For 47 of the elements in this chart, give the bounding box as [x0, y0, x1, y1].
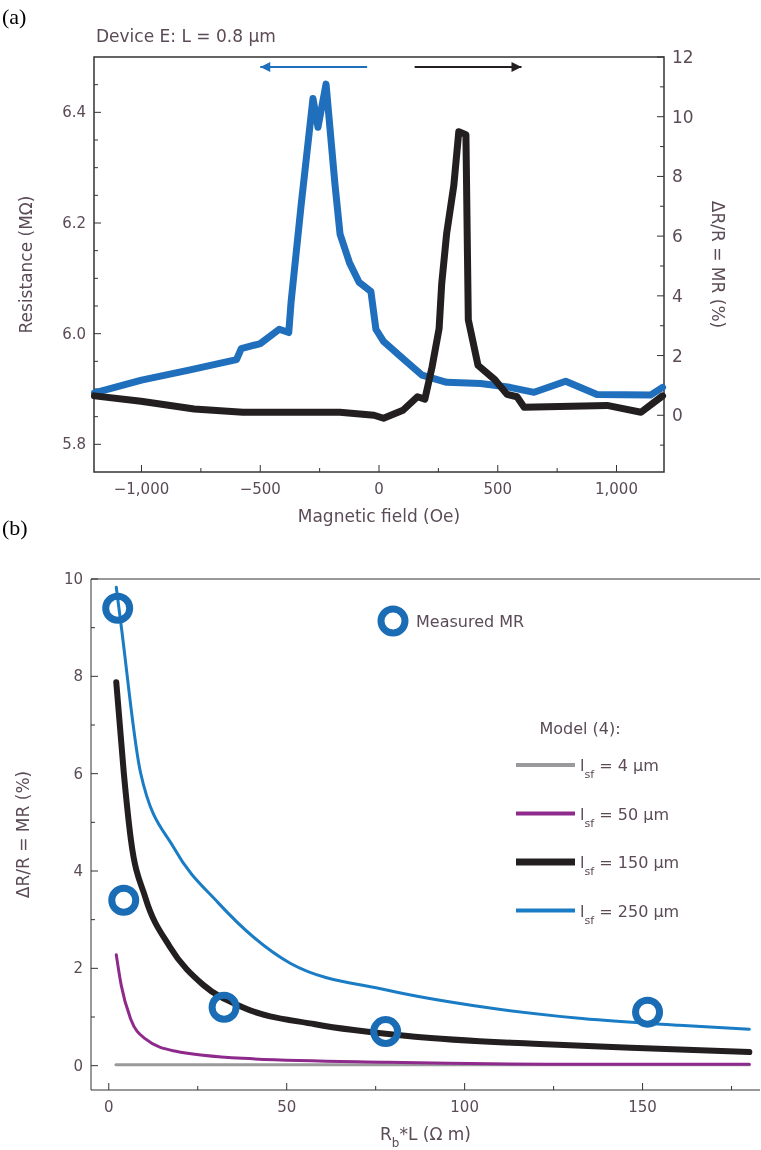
x-tick-label: −500: [239, 480, 281, 498]
y-tick-label: 6.0: [62, 324, 86, 343]
x-tick-label: 50: [277, 1098, 297, 1116]
x-tick-label: 500: [483, 480, 513, 498]
y-tick-label: 8: [73, 667, 83, 686]
x-tick-label: 150: [628, 1098, 657, 1116]
point: [102, 592, 134, 624]
text: (b): [2, 515, 28, 540]
y-tick-label: 10: [63, 570, 83, 588]
x-tick-label: 1,000: [595, 480, 638, 498]
y-tick-label: 5.8: [62, 435, 86, 454]
x-tick-label: 0: [374, 480, 384, 498]
y2-tick-label: 12: [672, 47, 694, 67]
y2-axis-title: ΔR/R = MR (%): [708, 200, 728, 329]
text: (a): [2, 4, 27, 29]
y2-tick-label: 0: [672, 405, 683, 426]
y-axis-title: ΔR/R = MR (%): [13, 770, 33, 899]
y2-tick-label: 2: [672, 345, 683, 366]
y2-tick-label: 10: [672, 106, 694, 127]
point: [208, 991, 240, 1023]
y2-tick-label: 4: [672, 285, 683, 306]
y-tick-label: 6: [73, 764, 83, 783]
point: [632, 996, 664, 1028]
x-tick-label: 0: [104, 1098, 114, 1116]
y2-tick-label: 6: [672, 226, 683, 247]
legend-title: Model (4):: [539, 719, 621, 738]
x-tick-label: −1,000: [113, 480, 170, 498]
y-tick-label: 0: [73, 1056, 83, 1075]
legend-label: l$_{sf}$ = 50 µm: [580, 804, 670, 829]
chart-title: Device E: L = 0.8 µm: [96, 26, 276, 46]
legend-label: l$_{sf}$ = 150 µm: [580, 853, 680, 878]
y-axis-title: Resistance (MΩ): [16, 195, 36, 334]
x-tick-label: 100: [450, 1098, 479, 1116]
y-tick-label: 2: [73, 959, 83, 978]
y2-tick-label: 8: [672, 166, 683, 187]
x-axis-title: Magnetic field (Oe): [297, 506, 461, 526]
line-series: [114, 953, 751, 1066]
line-series: [114, 585, 751, 1031]
y-tick-label: 6.4: [62, 103, 86, 122]
y-tick-label: 6.2: [62, 214, 86, 232]
y-tick-label: 4: [73, 862, 83, 880]
point: [370, 1016, 402, 1048]
point: [108, 884, 140, 916]
legend-label: Measured MR: [416, 612, 525, 631]
legend-label: l$_{sf}$ = 250 µm: [580, 901, 680, 926]
legend-label: l$_{sf}$ = 4 µm: [580, 756, 659, 781]
x-axis-title: R$_{b}$*L (Ω m): [380, 1124, 471, 1150]
